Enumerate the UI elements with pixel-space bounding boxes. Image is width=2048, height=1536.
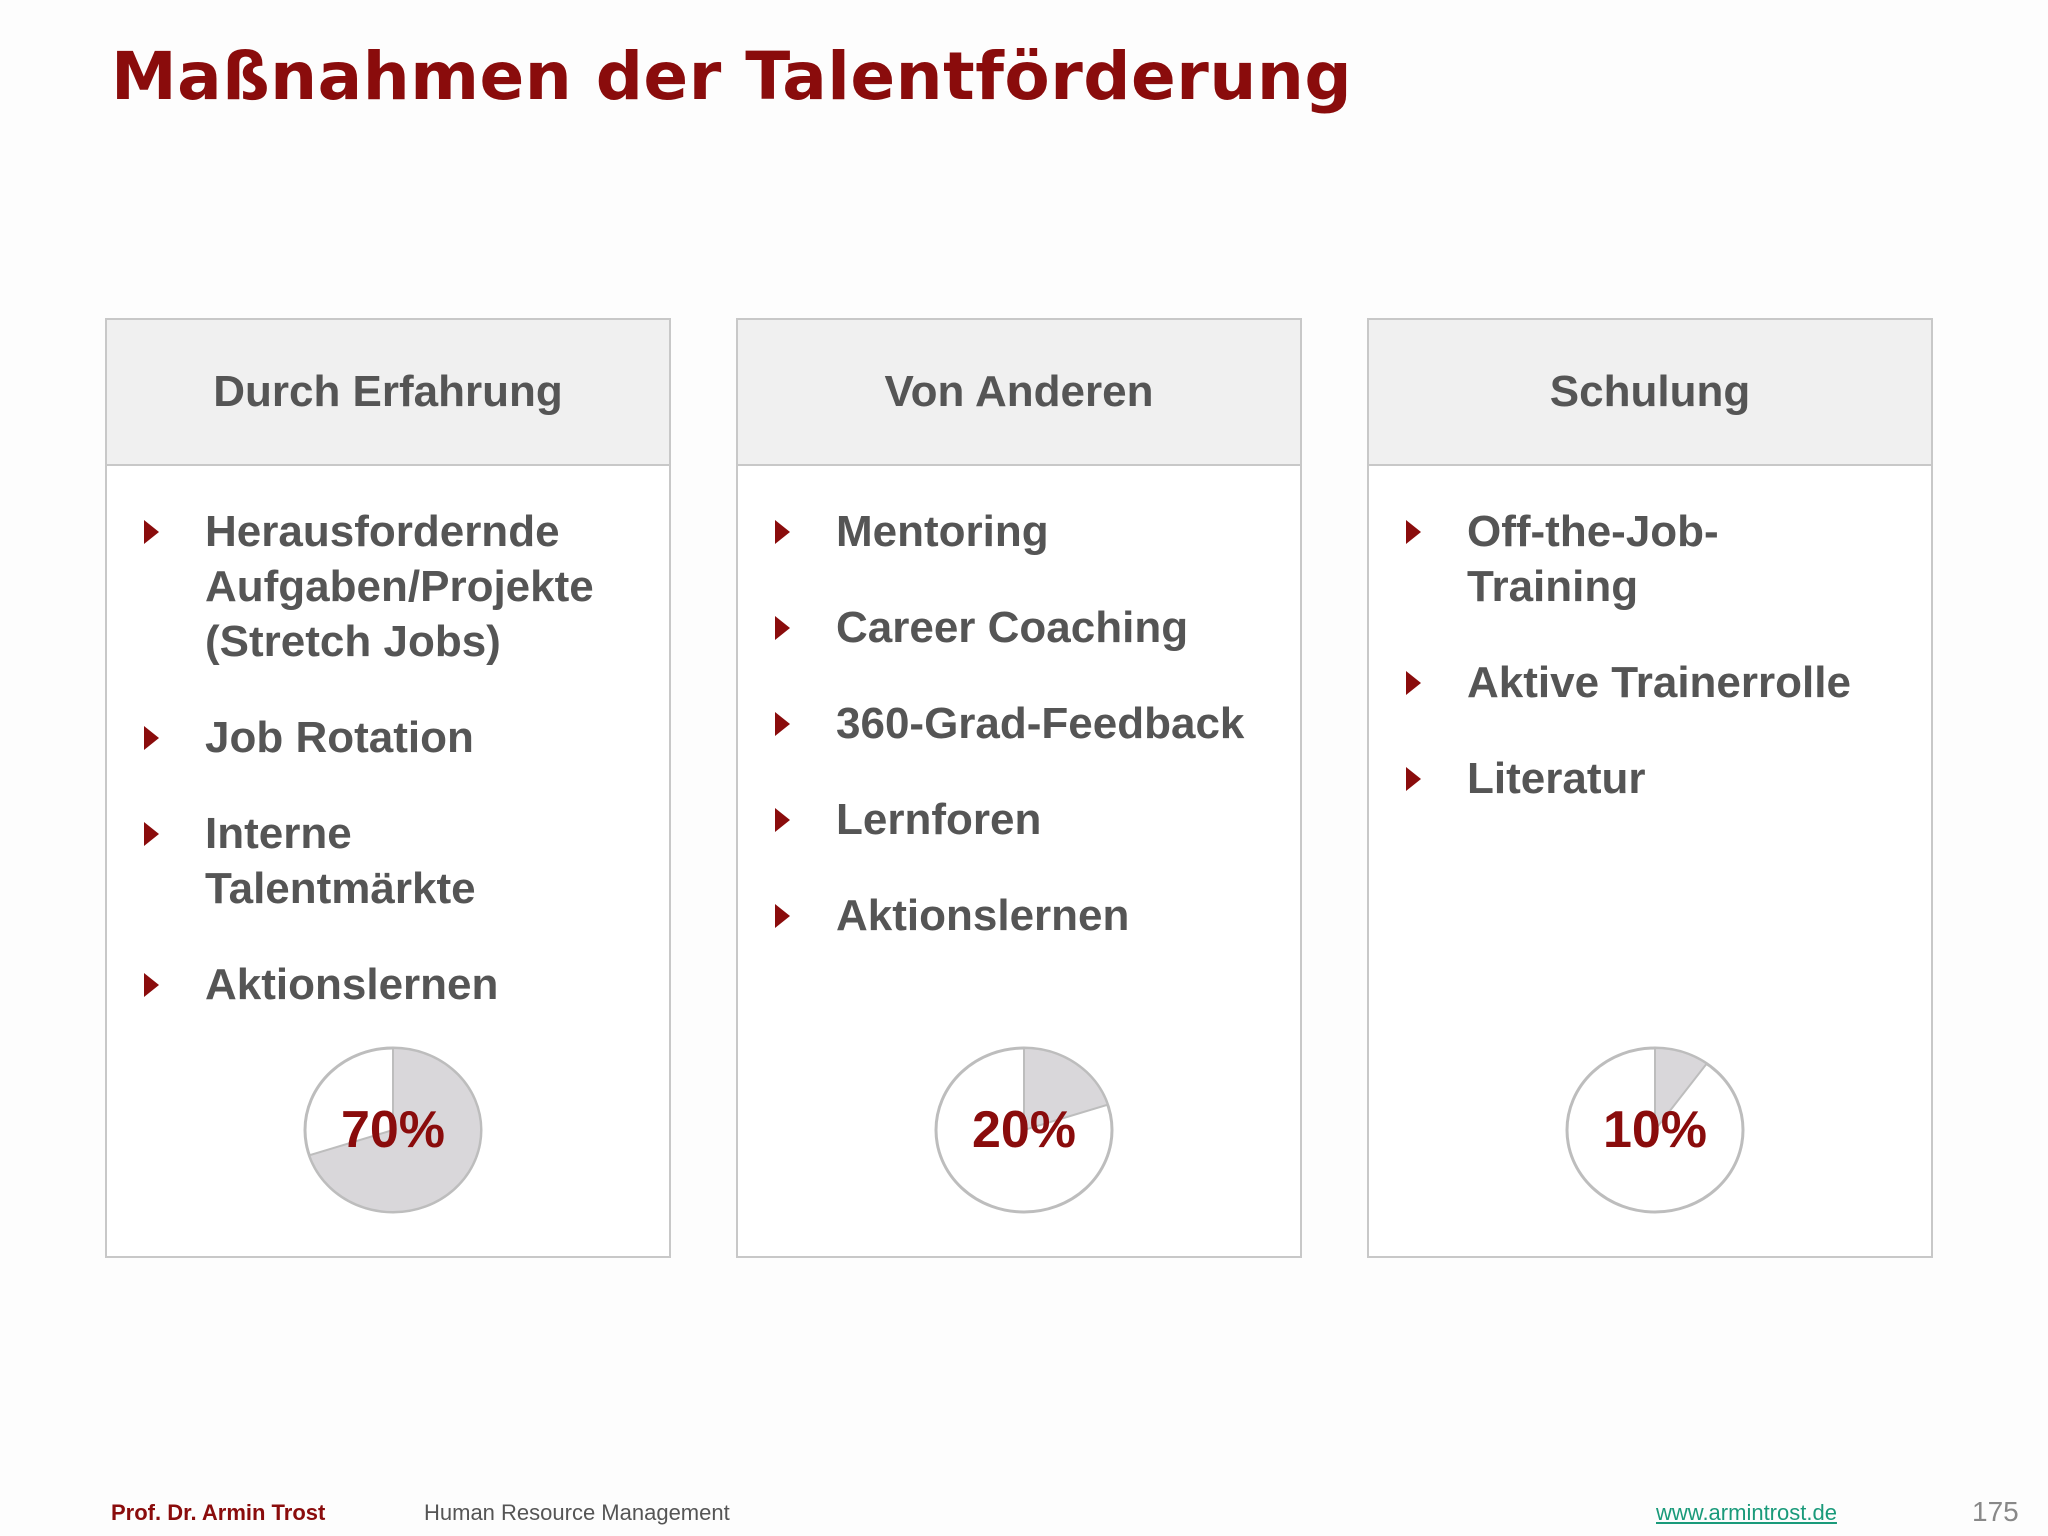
pie-slice xyxy=(308,1046,482,1213)
bullet-arrow-icon xyxy=(1406,766,1421,791)
pie-percentage-label: 20% xyxy=(971,1101,1077,1159)
bullet-text: Career Coaching xyxy=(836,600,1296,655)
bullet-text-line: Mentoring xyxy=(836,507,1049,556)
bullet-text-line: Aktionslernen xyxy=(205,960,499,1009)
bullet-arrow-icon xyxy=(775,615,790,640)
bullet-text: Job Rotation xyxy=(205,710,665,765)
pie-svg xyxy=(934,1046,1114,1214)
bullet-text-line: Job Rotation xyxy=(205,713,474,762)
bullet-text-line: Literatur xyxy=(1467,754,1646,803)
column-header: Schulung xyxy=(1369,320,1931,466)
bullet-arrow-icon xyxy=(775,711,790,736)
column-header: Durch Erfahrung xyxy=(107,320,669,466)
column-schulung: Schulung Off-the-Job- Training Aktive Trai… xyxy=(1367,318,1933,1258)
bullet-text-line: Career Coaching xyxy=(836,603,1189,652)
bullet-text-line: Talentmärkte xyxy=(205,864,476,913)
bullet-text: Interne Talentmärkte xyxy=(205,806,665,916)
bullet-arrow-icon xyxy=(144,725,159,750)
bullet-text-line: Aufgaben/Projekte xyxy=(205,562,594,611)
page-number: 175 xyxy=(1972,1496,2019,1527)
pie-slice xyxy=(1654,1046,1709,1133)
bullet-text-line: Lernforen xyxy=(836,795,1042,844)
bullet-text: Mentoring xyxy=(836,504,1296,559)
footer-website-link[interactable]: www.armintrost.de xyxy=(1656,1500,1837,1525)
bullet-arrow-icon xyxy=(144,821,159,846)
bullet-text: Lernforen xyxy=(836,792,1296,847)
bullet-arrow-icon xyxy=(775,807,790,832)
pie-chart: 20% xyxy=(933,1045,1115,1215)
bullet-text: Aktive Trainerrolle xyxy=(1467,655,1927,710)
bullet-arrow-icon xyxy=(775,519,790,544)
pie-percentage-label: 10% xyxy=(1602,1101,1708,1159)
pie-chart: 10% xyxy=(1564,1045,1746,1215)
column-durch-erfahrung: Durch Erfahrung Herausfordernde Aufgaben/… xyxy=(105,318,671,1258)
bullet-text-line: 360-Grad-Feedback xyxy=(836,699,1245,748)
bullet-text-line: Herausfordernde xyxy=(205,507,560,556)
column-header: Von Anderen xyxy=(738,320,1300,466)
slide-title: Maßnahmen der Talentförderung xyxy=(111,38,1353,115)
bullet-text: Off-the-Job- Training xyxy=(1467,504,1927,614)
pie-chart: 70% xyxy=(302,1045,484,1215)
bullet-arrow-icon xyxy=(144,519,159,544)
bullet-text-line: Aktionslernen xyxy=(836,891,1130,940)
bullet-arrow-icon xyxy=(1406,670,1421,695)
bullet-text-line: Training xyxy=(1467,562,1639,611)
bullet-text: Herausfordernde Aufgaben/Projekte (Stretch… xyxy=(205,504,665,669)
pie-svg xyxy=(1565,1046,1745,1214)
bullet-text: Aktionslernen xyxy=(836,888,1296,943)
bullet-text: Literatur xyxy=(1467,751,1927,806)
footer-author: Prof. Dr. Armin Trost xyxy=(111,1500,326,1525)
bullet-text-line: Interne xyxy=(205,809,352,858)
column-von-anderen: Von Anderen Mentoring Career Coaching 360-… xyxy=(736,318,1302,1258)
bullet-text-line: Aktive Trainerrolle xyxy=(1467,658,1851,707)
bullet-text-line: Off-the-Job- xyxy=(1467,507,1719,556)
pie-svg xyxy=(303,1046,483,1214)
pie-percentage-label: 70% xyxy=(340,1101,446,1159)
bullet-text-line: (Stretch Jobs) xyxy=(205,617,501,666)
bullet-text: Aktionslernen xyxy=(205,957,665,1012)
bullet-arrow-icon xyxy=(1406,519,1421,544)
bullet-arrow-icon xyxy=(775,903,790,928)
pie-slice xyxy=(1023,1046,1109,1132)
bullet-arrow-icon xyxy=(144,972,159,997)
bullet-text: 360-Grad-Feedback xyxy=(836,696,1296,751)
footer-subject: Human Resource Management xyxy=(424,1500,730,1525)
